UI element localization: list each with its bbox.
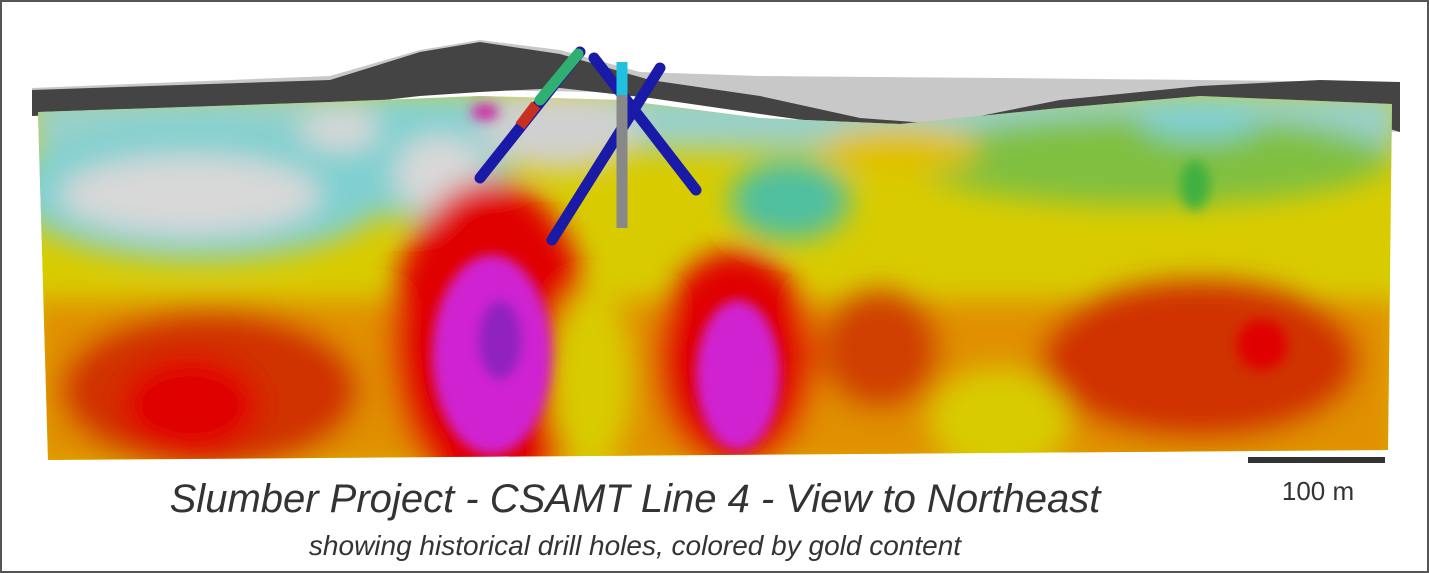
drill-hole bbox=[588, 52, 702, 196]
scale-bar-label: 100 m bbox=[1282, 476, 1354, 506]
subtitle: showing historical drill holes, colored … bbox=[309, 530, 962, 561]
title: Slumber Project - CSAMT Line 4 - View to… bbox=[170, 477, 1103, 521]
drill-hole bbox=[546, 62, 666, 246]
anomalies bbox=[432, 104, 1287, 455]
resistivity-section bbox=[38, 96, 1392, 460]
zones bbox=[38, 96, 1392, 460]
drill-hole-interval bbox=[515, 101, 541, 130]
drill-holes bbox=[474, 46, 702, 246]
drill-hole-interval bbox=[534, 48, 584, 106]
